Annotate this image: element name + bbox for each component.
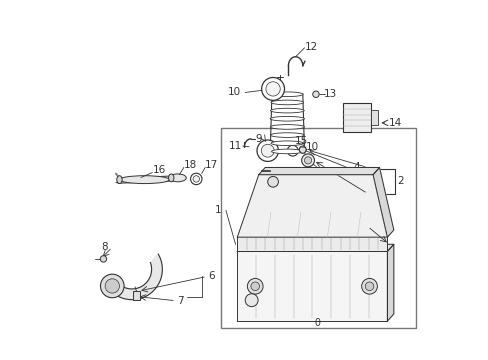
Text: 3: 3	[353, 189, 359, 199]
Circle shape	[312, 91, 319, 98]
Circle shape	[361, 278, 377, 294]
Circle shape	[190, 173, 202, 185]
Circle shape	[304, 157, 311, 164]
Polygon shape	[258, 167, 379, 175]
Ellipse shape	[270, 125, 304, 129]
Circle shape	[261, 144, 274, 157]
Text: 16: 16	[152, 165, 165, 175]
Text: θ: θ	[313, 318, 319, 328]
Bar	[133, 291, 140, 300]
Text: 2: 2	[396, 176, 403, 186]
Text: 15: 15	[294, 136, 307, 147]
Text: 12: 12	[305, 42, 318, 52]
Circle shape	[365, 282, 373, 291]
Text: 11: 11	[228, 141, 241, 151]
Polygon shape	[237, 175, 386, 237]
Ellipse shape	[270, 133, 304, 138]
Ellipse shape	[119, 176, 169, 184]
Text: 14: 14	[388, 118, 402, 128]
Text: 9: 9	[255, 134, 262, 144]
Text: 5: 5	[369, 222, 375, 232]
Polygon shape	[237, 251, 386, 321]
Text: 13: 13	[323, 89, 336, 99]
FancyArrow shape	[119, 176, 169, 183]
Text: 18: 18	[183, 160, 197, 170]
Polygon shape	[237, 244, 393, 251]
Circle shape	[287, 145, 298, 156]
Bar	[237, 237, 386, 251]
Ellipse shape	[270, 100, 303, 105]
Polygon shape	[108, 254, 162, 300]
Ellipse shape	[169, 174, 186, 182]
Text: 7: 7	[177, 296, 183, 306]
Bar	[370, 111, 378, 125]
Circle shape	[265, 82, 280, 96]
Circle shape	[101, 274, 124, 298]
Circle shape	[261, 77, 284, 100]
Circle shape	[193, 176, 199, 182]
Ellipse shape	[117, 176, 122, 184]
Circle shape	[250, 282, 259, 291]
Ellipse shape	[270, 108, 304, 113]
Ellipse shape	[270, 141, 303, 145]
Text: 17: 17	[205, 160, 218, 170]
Text: 10: 10	[227, 87, 241, 98]
Circle shape	[247, 278, 263, 294]
Polygon shape	[386, 244, 393, 321]
Circle shape	[105, 279, 119, 293]
Text: 10: 10	[305, 142, 318, 152]
Circle shape	[100, 256, 106, 262]
Bar	[221, 128, 415, 328]
Circle shape	[244, 294, 258, 307]
Text: 4: 4	[353, 162, 359, 172]
Text: 1: 1	[214, 205, 221, 215]
Ellipse shape	[271, 149, 303, 154]
Bar	[342, 103, 370, 132]
Circle shape	[267, 176, 278, 187]
Ellipse shape	[270, 116, 304, 121]
Text: 6: 6	[207, 271, 214, 281]
Circle shape	[299, 146, 305, 153]
Circle shape	[257, 140, 278, 161]
Polygon shape	[372, 167, 393, 237]
Text: 8: 8	[101, 242, 107, 252]
Ellipse shape	[168, 174, 174, 182]
Ellipse shape	[271, 92, 303, 96]
Circle shape	[301, 154, 314, 167]
